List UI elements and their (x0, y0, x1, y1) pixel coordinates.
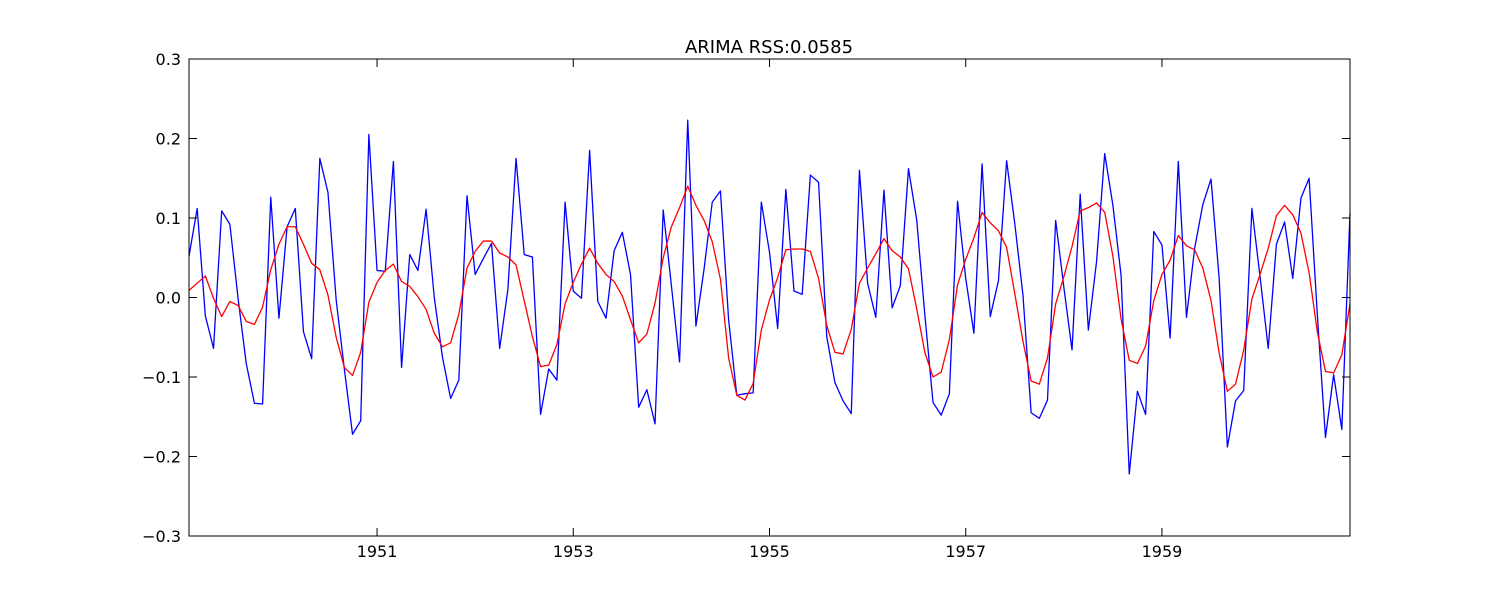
series-line-1 (188, 119, 1351, 475)
y-tick-label: 0.3 (156, 50, 181, 69)
x-tick-label: 1953 (553, 542, 594, 561)
x-tick-label: 1955 (749, 542, 790, 561)
plot-area: 0.3 0.2 0.1 0.0 −0.1 −0.2 −0.3 1951 1953 1955 1957… (142, 50, 1351, 561)
chart-title: ARIMA RSS:0.0585 (685, 37, 853, 58)
x-tick-label: 1951 (357, 542, 398, 561)
x-tick-label: 1959 (1142, 542, 1183, 561)
y-tick-label: −0.3 (142, 527, 181, 546)
y-tick-label: 0.2 (156, 130, 181, 149)
y-tick-label: −0.2 (142, 448, 181, 467)
y-tick-label: 0.0 (156, 289, 181, 308)
series-line-2 (188, 185, 1351, 401)
y-tick-label: −0.1 (142, 368, 181, 387)
x-tick-label: 1957 (945, 542, 986, 561)
y-tick-label: 0.1 (156, 209, 181, 228)
